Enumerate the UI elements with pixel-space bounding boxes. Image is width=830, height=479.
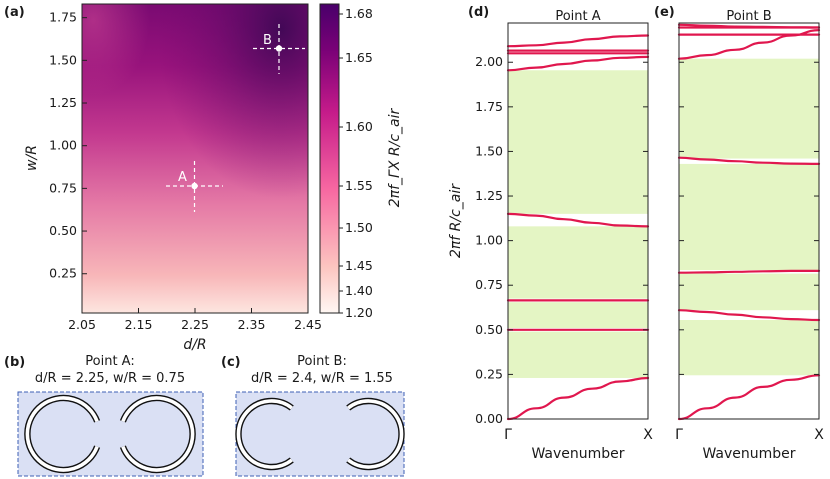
bands-panel-e: Point B Γ X Wavenumber xyxy=(675,9,824,462)
inset-b-box xyxy=(17,391,204,477)
bands-d-frame xyxy=(507,22,649,420)
panel-label-c: (c) xyxy=(221,355,241,370)
panel-label-a: (a) xyxy=(4,5,25,20)
marker-b: B xyxy=(253,24,305,74)
bands-d-title: Point A xyxy=(555,9,600,24)
inset-b: Point A: d/R = 2.25, w/R = 0.75 xyxy=(17,354,204,477)
y-tick-label: 2.00 xyxy=(475,54,503,69)
heatmap-y-label: w/R xyxy=(24,145,40,171)
heatmap-x-tick-label: 2.35 xyxy=(238,317,266,332)
bands-panel-d: 0.00 0.25 0.50 0.75 1.00 1.25 1.50 1.75 2.00 Poi… xyxy=(448,9,653,462)
band-gaps-d xyxy=(508,70,648,378)
bands-d-x-label: Wavenumber xyxy=(531,446,624,462)
heatmap-y-tick-label: 1.25 xyxy=(49,95,77,110)
band-line-band-3 xyxy=(677,269,821,274)
marker-a: A xyxy=(166,161,223,212)
bands-d-tick-x: X xyxy=(643,427,653,443)
heatmap-y-tick-label: 1.75 xyxy=(49,10,77,25)
inset-c-title: Point B: xyxy=(297,354,347,369)
colorbar-ticks: 1.20 1.40 1.45 1.50 1.55 1.60 1.65 1.68 xyxy=(339,6,373,320)
bands-e-tick-gamma: Γ xyxy=(675,427,683,443)
band-line-band-1 xyxy=(506,376,650,421)
colorbar-label: 2πf_ΓX R/c_air xyxy=(387,108,403,208)
band-gap-region xyxy=(679,273,819,311)
y-tick-label: 0.00 xyxy=(475,411,503,426)
heatmap-light-region xyxy=(82,4,308,313)
y-tick-label: 0.25 xyxy=(475,366,503,381)
y-tick-label: 1.50 xyxy=(475,143,503,158)
resonator-left-b xyxy=(235,397,294,471)
band-gap-region xyxy=(679,163,819,271)
panel-label-d: (d) xyxy=(468,5,489,20)
bands-d-y-ticks: 0.00 0.25 0.50 0.75 1.00 1.25 1.50 1.75 2.00 xyxy=(475,54,648,426)
marker-b-label: B xyxy=(263,33,272,48)
y-tick-label: 0.75 xyxy=(475,277,503,292)
y-tick-label: 0.50 xyxy=(475,322,503,337)
marker-a-label: A xyxy=(178,170,187,185)
inset-c-box xyxy=(235,391,405,477)
band-gaps-e xyxy=(679,58,819,376)
band-line-band-4 xyxy=(506,212,650,228)
heatmap-x-label: d/R xyxy=(183,337,206,353)
colorbar-tick-label: 1.40 xyxy=(345,283,373,298)
y-tick-label: 1.75 xyxy=(475,99,503,114)
band-line-band-8 xyxy=(677,23,821,29)
band-gap-region xyxy=(508,302,648,329)
inset-b-title: Point A: xyxy=(85,354,134,369)
colorbar-tick-label: 1.60 xyxy=(345,119,373,134)
y-tick-label: 1.25 xyxy=(475,188,503,203)
heatmap-y-tick-label: 1.00 xyxy=(49,138,77,153)
colorbar-tick-label: 1.45 xyxy=(345,258,373,273)
colorbar-tick-label: 1.20 xyxy=(345,305,373,320)
bands-e-y-ticks xyxy=(679,61,819,420)
heatmap-y-tick-label: 0.25 xyxy=(49,266,77,281)
resonator-left-a xyxy=(24,394,101,474)
panel-label-b: (b) xyxy=(4,355,25,370)
resonator-right-b xyxy=(346,397,405,471)
bands-e-x-label: Wavenumber xyxy=(702,446,795,462)
colorbar-frame xyxy=(319,3,340,314)
colorbar-tick-label: 1.55 xyxy=(345,178,373,193)
band-lines-e xyxy=(677,23,821,421)
band-line-band-5 xyxy=(506,55,650,72)
panel-label-e: (e) xyxy=(654,5,675,20)
heatmap-y-tick-label: 0.50 xyxy=(49,223,77,238)
inset-c: Point B: d/R = 2.4, w/R = 1.55 xyxy=(235,354,405,477)
heatmap-panel: 2.05 2.15 2.25 2.35 2.45 0.25 0.50 0.75 1.00 1.2… xyxy=(24,3,322,353)
bands-d-tick-gamma: Γ xyxy=(504,427,512,443)
inset-b-params: d/R = 2.25, w/R = 0.75 xyxy=(35,371,185,386)
bands-e-title: Point B xyxy=(726,9,771,24)
band-lines-d xyxy=(506,34,650,421)
colorbar: 1.20 1.40 1.45 1.50 1.55 1.60 1.65 1.68 2πf_ΓX … xyxy=(319,3,403,320)
band-gap-region xyxy=(508,331,648,378)
bands-y-label: 2πf R/c_air xyxy=(448,183,464,258)
heatmap-y-tick-label: 0.75 xyxy=(49,180,77,195)
bands-e-tick-x: X xyxy=(814,427,824,443)
inset-c-params: d/R = 2.4, w/R = 1.55 xyxy=(251,371,393,386)
band-gap-region xyxy=(679,58,819,159)
heatmap-x-tick-label: 2.15 xyxy=(125,317,153,332)
band-gap-region xyxy=(679,320,819,376)
heatmap-x-tick-label: 2.05 xyxy=(68,317,96,332)
band-gap-region xyxy=(508,226,648,299)
bands-e-frame xyxy=(678,22,820,420)
heatmap-x-tick-label: 2.45 xyxy=(294,317,322,332)
band-line-band-2 xyxy=(677,309,821,322)
heatmap-y-tick-label: 1.50 xyxy=(49,52,77,67)
band-line-band-1 xyxy=(677,374,821,421)
heatmap-y-ticks: 0.25 0.50 0.75 1.00 1.25 1.50 1.75 xyxy=(49,10,87,281)
band-line-band-8 xyxy=(506,34,650,48)
colorbar-gradient xyxy=(320,4,339,313)
heatmap-x-tick-label: 2.25 xyxy=(181,317,209,332)
band-gap-region xyxy=(508,70,648,214)
colorbar-tick-label: 1.50 xyxy=(345,220,373,235)
y-tick-label: 1.00 xyxy=(475,233,503,248)
resonator-right-a xyxy=(119,394,196,474)
heatmap-x-ticks: 2.05 2.15 2.25 2.35 2.45 xyxy=(68,308,322,332)
band-line-band-4 xyxy=(677,156,821,165)
colorbar-tick-label: 1.65 xyxy=(345,50,373,65)
colorbar-tick-label: 1.68 xyxy=(345,6,373,21)
